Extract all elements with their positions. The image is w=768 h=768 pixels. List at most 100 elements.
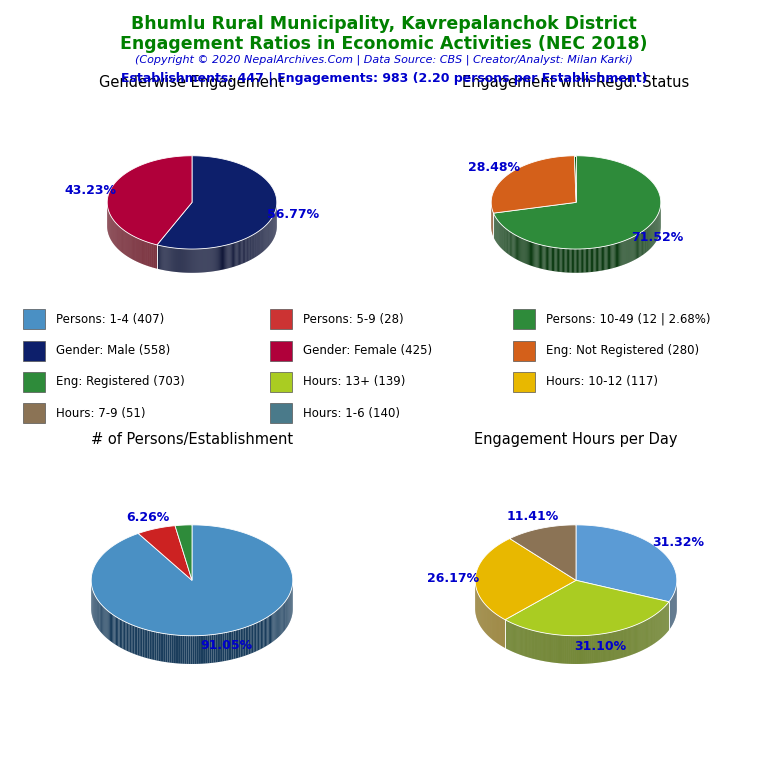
Polygon shape [282,604,283,634]
Polygon shape [558,248,559,272]
Polygon shape [260,620,262,649]
Polygon shape [258,621,260,650]
Polygon shape [111,614,112,642]
Title: Engagement Hours per Day: Engagement Hours per Day [475,432,677,447]
Polygon shape [221,246,222,270]
Polygon shape [568,249,569,273]
Polygon shape [525,240,526,263]
Polygon shape [537,243,538,268]
Polygon shape [104,608,106,637]
Polygon shape [223,246,224,270]
Polygon shape [211,247,213,272]
Polygon shape [200,249,201,273]
Polygon shape [220,247,221,270]
Polygon shape [207,248,208,272]
Polygon shape [619,242,621,266]
Title: # of Persons/Establishment: # of Persons/Establishment [91,432,293,447]
Text: 31.10%: 31.10% [574,641,626,653]
Polygon shape [599,247,601,271]
Polygon shape [239,241,240,265]
Polygon shape [171,247,172,272]
Text: Hours: 7-9 (51): Hours: 7-9 (51) [56,407,145,419]
Text: Persons: 1-4 (407): Persons: 1-4 (407) [56,313,164,326]
Polygon shape [642,231,643,255]
Polygon shape [170,634,171,663]
Polygon shape [192,249,194,273]
Polygon shape [224,246,225,270]
Polygon shape [197,249,198,273]
Polygon shape [112,614,114,644]
Polygon shape [246,238,247,263]
Polygon shape [596,247,597,272]
Polygon shape [588,248,590,273]
Polygon shape [106,609,107,638]
Polygon shape [168,247,170,271]
Polygon shape [607,245,609,270]
Polygon shape [555,247,557,272]
Polygon shape [634,236,635,260]
Polygon shape [529,241,530,265]
Polygon shape [581,249,582,273]
Polygon shape [631,237,633,261]
FancyBboxPatch shape [513,310,535,329]
Title: Genderwise Engagement: Genderwise Engagement [100,74,284,90]
Text: 26.17%: 26.17% [427,571,479,584]
Polygon shape [197,636,198,664]
Polygon shape [184,249,185,273]
Polygon shape [120,619,121,648]
Polygon shape [231,243,232,267]
Polygon shape [626,240,627,264]
Polygon shape [233,631,235,659]
Polygon shape [235,243,236,266]
Polygon shape [174,248,175,272]
Text: Persons: 5-9 (28): Persons: 5-9 (28) [303,313,403,326]
Polygon shape [278,608,279,637]
Polygon shape [188,636,190,664]
FancyBboxPatch shape [270,372,292,392]
Polygon shape [640,233,641,257]
Polygon shape [508,230,509,255]
Polygon shape [636,235,637,259]
Polygon shape [181,249,182,273]
Polygon shape [237,630,239,658]
Polygon shape [108,156,192,245]
Polygon shape [517,236,518,260]
Polygon shape [133,625,134,654]
Polygon shape [266,617,267,646]
Polygon shape [161,246,162,270]
Polygon shape [554,247,555,271]
Polygon shape [191,249,192,273]
Polygon shape [531,242,532,266]
Polygon shape [194,636,197,664]
Text: Gender: Female (425): Gender: Female (425) [303,344,432,357]
Polygon shape [150,631,151,659]
Polygon shape [234,243,235,266]
Polygon shape [214,634,215,663]
Polygon shape [174,635,175,664]
Polygon shape [179,249,180,273]
Polygon shape [204,249,206,273]
Polygon shape [551,247,553,271]
Polygon shape [539,244,540,268]
Polygon shape [575,249,577,273]
Text: (Copyright © 2020 NepalArchives.Com | Data Source: CBS | Creator/Analyst: Milan : (Copyright © 2020 NepalArchives.Com | Da… [135,55,633,65]
Polygon shape [144,629,146,658]
Polygon shape [612,244,614,268]
Polygon shape [542,245,544,270]
Polygon shape [574,156,576,203]
Polygon shape [240,628,242,657]
Polygon shape [246,627,247,656]
Polygon shape [494,156,660,249]
Polygon shape [161,633,162,661]
Text: Hours: 10-12 (117): Hours: 10-12 (117) [546,376,658,389]
Polygon shape [208,248,210,272]
Polygon shape [162,246,163,270]
Polygon shape [244,239,245,263]
Polygon shape [171,634,174,663]
Polygon shape [228,631,230,660]
Polygon shape [509,231,510,256]
Polygon shape [233,243,234,267]
Polygon shape [624,240,626,264]
Polygon shape [526,240,527,264]
Polygon shape [137,627,139,656]
